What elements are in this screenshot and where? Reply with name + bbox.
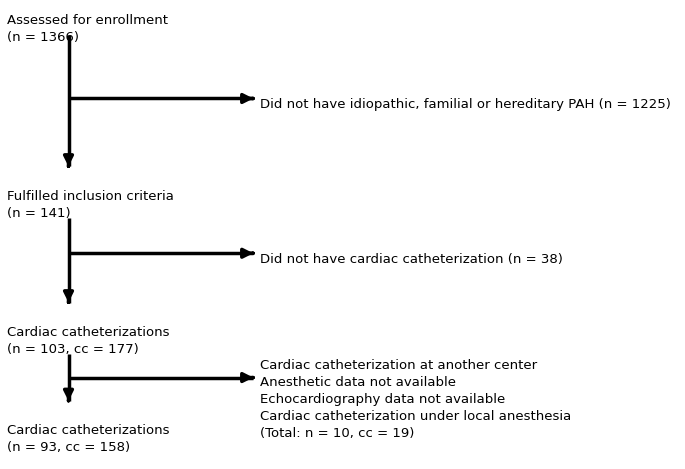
Text: Assessed for enrollment
(n = 1366): Assessed for enrollment (n = 1366) — [7, 14, 168, 44]
Text: Did not have idiopathic, familial or hereditary PAH (n = 1225): Did not have idiopathic, familial or her… — [260, 98, 671, 112]
Text: Cardiac catheterizations
(n = 93, cc = 158): Cardiac catheterizations (n = 93, cc = 1… — [7, 424, 169, 454]
Text: Cardiac catheterization at another center
Anesthetic data not available
Echocard: Cardiac catheterization at another cente… — [260, 359, 571, 440]
Text: Fulfilled inclusion criteria
(n = 141): Fulfilled inclusion criteria (n = 141) — [7, 190, 174, 220]
Text: Did not have cardiac catheterization (n = 38): Did not have cardiac catheterization (n … — [260, 253, 563, 266]
Text: Cardiac catheterizations
(n = 103, cc = 177): Cardiac catheterizations (n = 103, cc = … — [7, 326, 169, 356]
